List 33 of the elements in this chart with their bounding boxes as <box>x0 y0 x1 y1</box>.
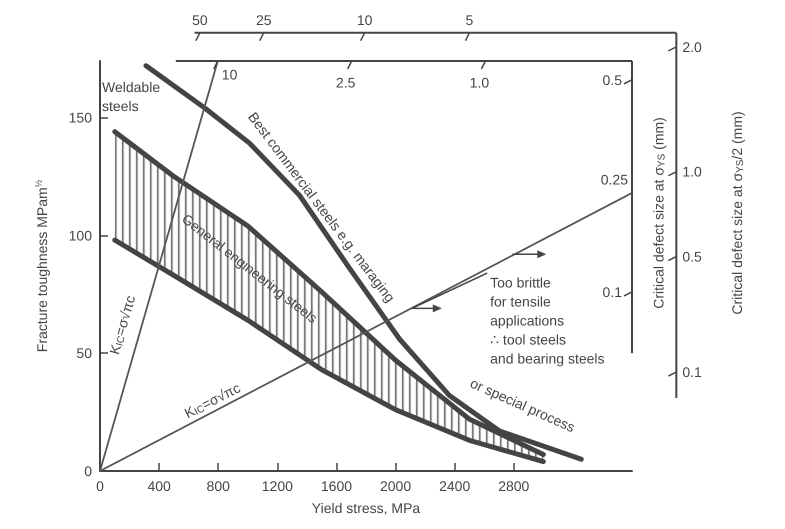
text: 10 <box>356 12 373 28</box>
text: 50 <box>192 12 208 28</box>
annotation: 1.0 <box>470 74 490 90</box>
x-tick-label: 800 <box>206 478 230 494</box>
text: 2.0 <box>682 38 702 55</box>
text: 0.1 <box>682 364 702 380</box>
x-tick-label: 1600 <box>320 478 352 494</box>
x-tick-label: 0 <box>96 478 104 494</box>
y-tick-label: 100 <box>68 227 92 244</box>
annotation: Weldable steels <box>102 78 160 114</box>
x-tick-label: 2000 <box>380 478 412 494</box>
text: 5 <box>466 12 474 28</box>
x-tick-label: 2800 <box>498 478 530 494</box>
annotation: 0.25 <box>600 171 628 188</box>
text: 0.5 <box>682 248 702 265</box>
text: Critical defect size at σYS/2 (mm) <box>728 111 746 315</box>
annotation: 0.1 <box>602 284 622 300</box>
annotation: 0.5 <box>602 72 622 88</box>
text: 25 <box>256 12 272 28</box>
y-tick-label: 150 <box>68 110 92 126</box>
y-axis-title: Fracture toughness MPam½ <box>34 179 50 352</box>
annotation: KIC=σ√πc <box>182 379 243 422</box>
annotation: KIC=σ√πc <box>106 294 138 356</box>
annotation: 10 <box>222 66 238 82</box>
x-tick-label: 1200 <box>262 478 294 494</box>
x-axis-title: Yield stress, MPa <box>312 500 420 516</box>
x-tick-label: 400 <box>147 478 172 494</box>
y-tick-label: 50 <box>76 345 92 362</box>
x-tick-label: 2400 <box>439 478 470 494</box>
text: 1.0 <box>682 164 702 180</box>
text: Critical defect size at σYS (mm) <box>650 117 668 309</box>
annotation: 2.5 <box>336 74 356 90</box>
y-tick-label: 0 <box>84 463 92 479</box>
